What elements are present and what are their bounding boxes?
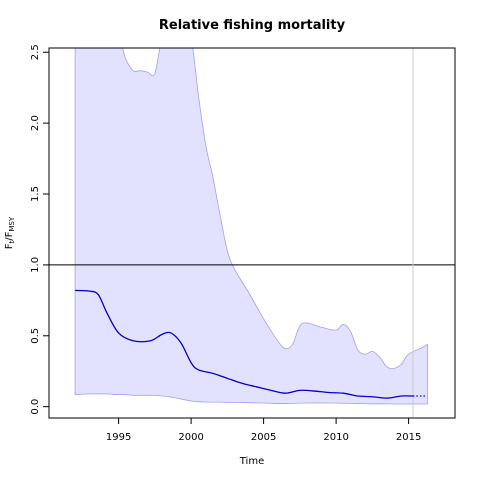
x-axis-label: Time [239, 456, 264, 467]
y-tick-label: 2.0 [30, 115, 41, 131]
x-tick-label: 2010 [323, 432, 348, 443]
x-tick-label: 2005 [251, 432, 276, 443]
x-axis: 1995 2000 2005 2010 2015 [106, 418, 421, 443]
confidence-band [74, 48, 428, 405]
y-tick-label: 0.0 [30, 399, 41, 415]
y-tick-label: 0.5 [30, 328, 41, 344]
plot-frame [48, 47, 456, 419]
chart-title: Relative fishing mortality [159, 18, 346, 33]
x-tick-label: 1995 [106, 432, 131, 443]
series-line-estimate [75, 289, 413, 399]
y-tick-label: 1.5 [30, 186, 41, 202]
y-axis: 0.0 0.5 1.0 1.5 2.0 2.5 [30, 44, 49, 415]
y-axis-label: Ft/FMSY [4, 216, 16, 249]
x-tick-label: 2015 [396, 432, 421, 443]
x-tick-label: 2000 [178, 432, 203, 443]
y-tick-label: 1.0 [30, 257, 41, 273]
y-tick-label: 2.5 [30, 44, 41, 60]
